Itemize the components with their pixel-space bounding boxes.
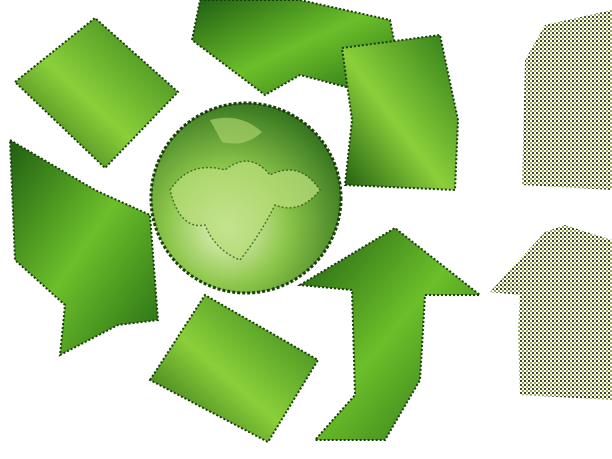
- arrow-panel-bottom: [148, 293, 320, 444]
- arrow-panel-upper-right: [340, 33, 460, 192]
- dithered-arrow-lower: [490, 225, 612, 400]
- globe-landmass: [210, 117, 262, 144]
- dithered-panel-upper: [522, 10, 612, 190]
- arrow-panel-upper-left: [13, 16, 180, 170]
- globe-continents: [169, 160, 321, 261]
- arrow-right-bottom: [296, 226, 483, 441]
- arrow-left: [8, 138, 160, 357]
